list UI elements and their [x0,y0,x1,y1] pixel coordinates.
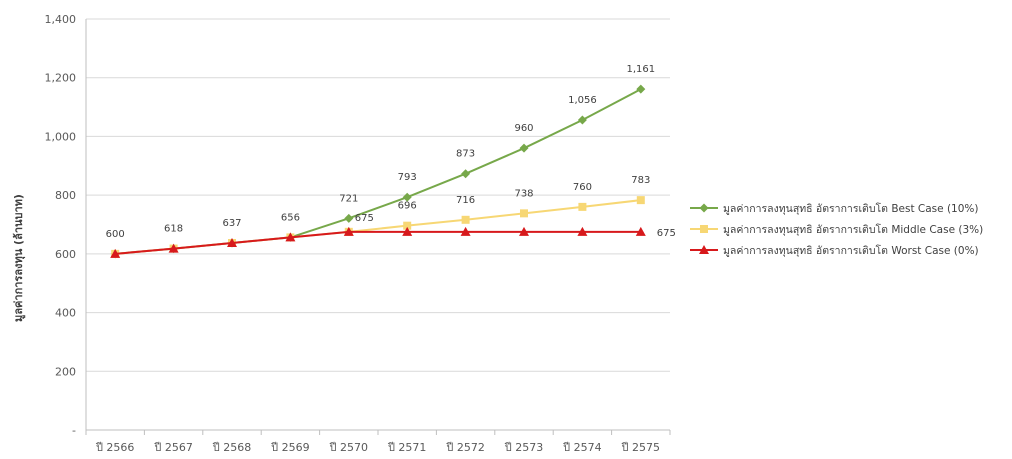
data-point-middle [461,215,470,224]
data-label-middle: 783 [631,175,650,186]
x-tick-label: ปี 2569 [270,441,310,454]
series-line-worst [115,230,641,255]
y-tick-label: - [72,424,76,437]
x-tick-label: ปี 2571 [387,441,427,454]
data-point-middle [636,196,645,205]
data-point-worst [110,248,121,258]
data-label-middle: 738 [514,188,533,199]
y-tick-label: 1,000 [45,130,77,143]
series [110,84,646,259]
x-tick-label: ปี 2567 [153,441,193,454]
data-label-worst: 675 [657,228,676,239]
legend-label-best: มูลค่าการลงทุนสุทธิ อัตราการเติบโต Best … [723,202,978,215]
y-tick-label: 200 [55,365,76,378]
data-label-worst: 618 [164,224,183,235]
data-point-worst [635,226,646,236]
data-point-middle [578,202,587,211]
x-tick-label: ปี 2575 [620,441,660,454]
data-label-middle: 760 [573,182,592,193]
x-tick-label: ปี 2573 [504,441,544,454]
data-point-worst [168,243,179,253]
data-label-best: 1,056 [568,95,597,106]
data-point-middle [520,209,528,218]
x-tick-label: ปี 2570 [328,441,368,454]
gridlines [86,18,670,372]
data-label-worst: 637 [222,218,241,229]
y-tick-label: 800 [55,189,76,202]
y-axis-title: มูลค่าการลงทุน (ล้านบาท) [12,194,26,322]
data-point-worst [460,226,471,236]
data-point-best [461,169,471,179]
data-label-middle: 716 [456,195,475,206]
y-tick-label: 400 [55,307,76,320]
data-label-best: 873 [456,149,475,160]
data-point-best [577,115,587,125]
data-point-worst [519,226,529,236]
legend: มูลค่าการลงทุนสุทธิ อัตราการเติบโต Best … [690,202,983,257]
data-point-worst [402,226,413,236]
data-point-best [519,143,529,153]
legend-label-worst: มูลค่าการลงทุนสุทธิ อัตราการเติบโต Worst… [723,244,979,257]
y-tick-label: 1,400 [45,13,77,26]
data-point-worst [227,237,237,247]
x-tick-label: ปี 2568 [212,441,252,454]
data-label-worst: 675 [355,213,374,224]
data-label-worst: 656 [281,212,300,223]
data-label-best: 721 [339,193,358,204]
legend-marker-middle [700,225,708,233]
data-label-worst: 600 [106,229,125,240]
y-tick-label: 1,200 [45,72,77,85]
data-point-best [344,213,354,223]
data-point-middle [403,221,412,230]
data-point-best [636,84,646,94]
legend-label-middle: มูลค่าการลงทุนสุทธิ อัตราการเติบโต Middl… [723,223,983,236]
legend-marker-best [699,203,709,213]
x-tick-label: ปี 2566 [95,441,135,454]
y-tick-label: 600 [55,248,76,261]
axes: - 200 400 600 800 1,000 1,200 1,400 ปี 2566 ปี 25… [45,13,671,454]
data-label-best: 960 [514,123,533,134]
data-label-middle: 696 [398,201,417,212]
data-point-best [402,192,412,202]
x-tick-label: ปี 2574 [562,441,602,454]
data-point-worst [285,232,296,242]
legend-marker-worst [699,245,709,254]
data-point-worst [343,226,354,236]
x-tick-label: ปี 2572 [445,441,485,454]
data-label-best: 793 [398,172,417,183]
data-label-best: 1,161 [626,64,655,75]
data-labels: 721 793 873 960 1,056 1,161 696 716 738 760 783 600… [106,64,676,240]
data-point-worst [577,226,588,236]
